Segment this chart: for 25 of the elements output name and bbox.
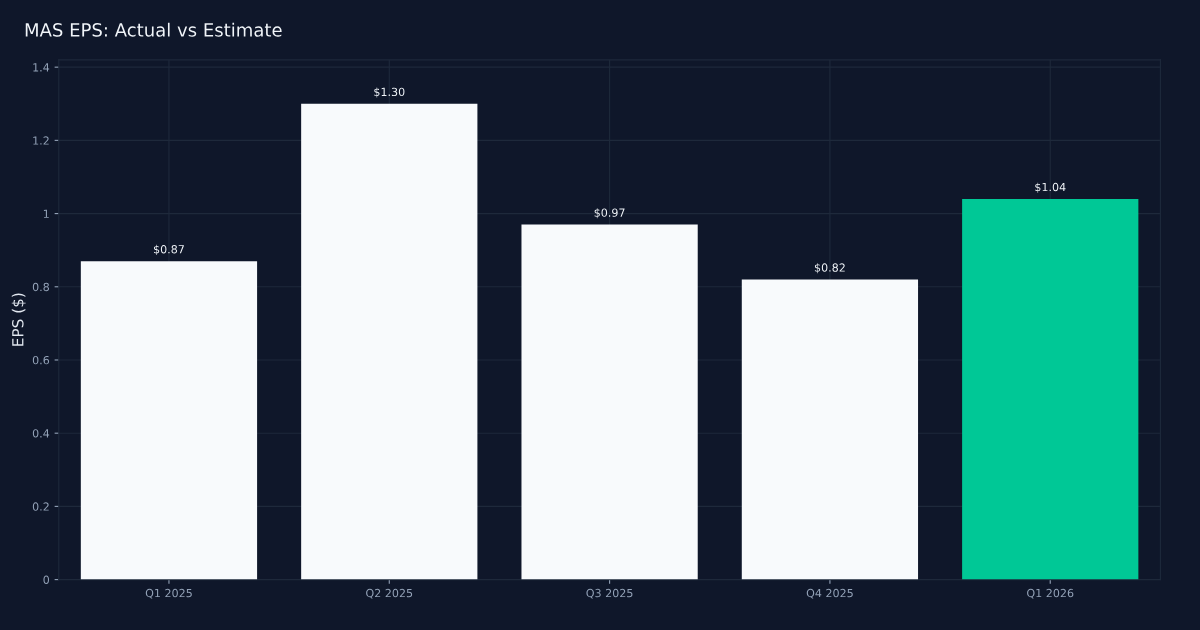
y-tick-label: 0.2 <box>32 502 49 511</box>
data-label: $1.30 <box>374 87 405 98</box>
bar <box>80 261 258 580</box>
data-label: $0.97 <box>594 208 625 219</box>
y-tick-label: 0 <box>43 575 50 584</box>
bar <box>301 103 478 580</box>
y-tick-label: 0.8 <box>32 282 50 292</box>
bar <box>521 224 698 580</box>
data-label: $1.04 <box>1035 182 1066 193</box>
data-label: $0.82 <box>814 263 845 274</box>
chart-title: MAS EPS: Actual vs Estimate <box>25 22 282 37</box>
y-tick-label: 1 <box>43 209 49 218</box>
y-tick-label: 0.6 <box>32 355 50 365</box>
data-label: $0.87 <box>153 244 184 255</box>
y-tick-label: 0.4 <box>32 429 50 438</box>
bar <box>741 279 919 580</box>
x-tick-label: Q3 2025 <box>586 588 633 599</box>
x-tick-label: Q1 2025 <box>145 588 192 599</box>
bar <box>962 198 1139 580</box>
y-axis-title: EPS ($) <box>11 293 26 346</box>
x-tick-label: Q1 2026 <box>1027 588 1074 599</box>
y-tick-label: 1.4 <box>33 63 50 72</box>
y-tick-label: 1.2 <box>33 136 49 145</box>
x-tick-label: Q2 2025 <box>366 588 413 599</box>
x-tick-label: Q4 2025 <box>806 588 853 599</box>
